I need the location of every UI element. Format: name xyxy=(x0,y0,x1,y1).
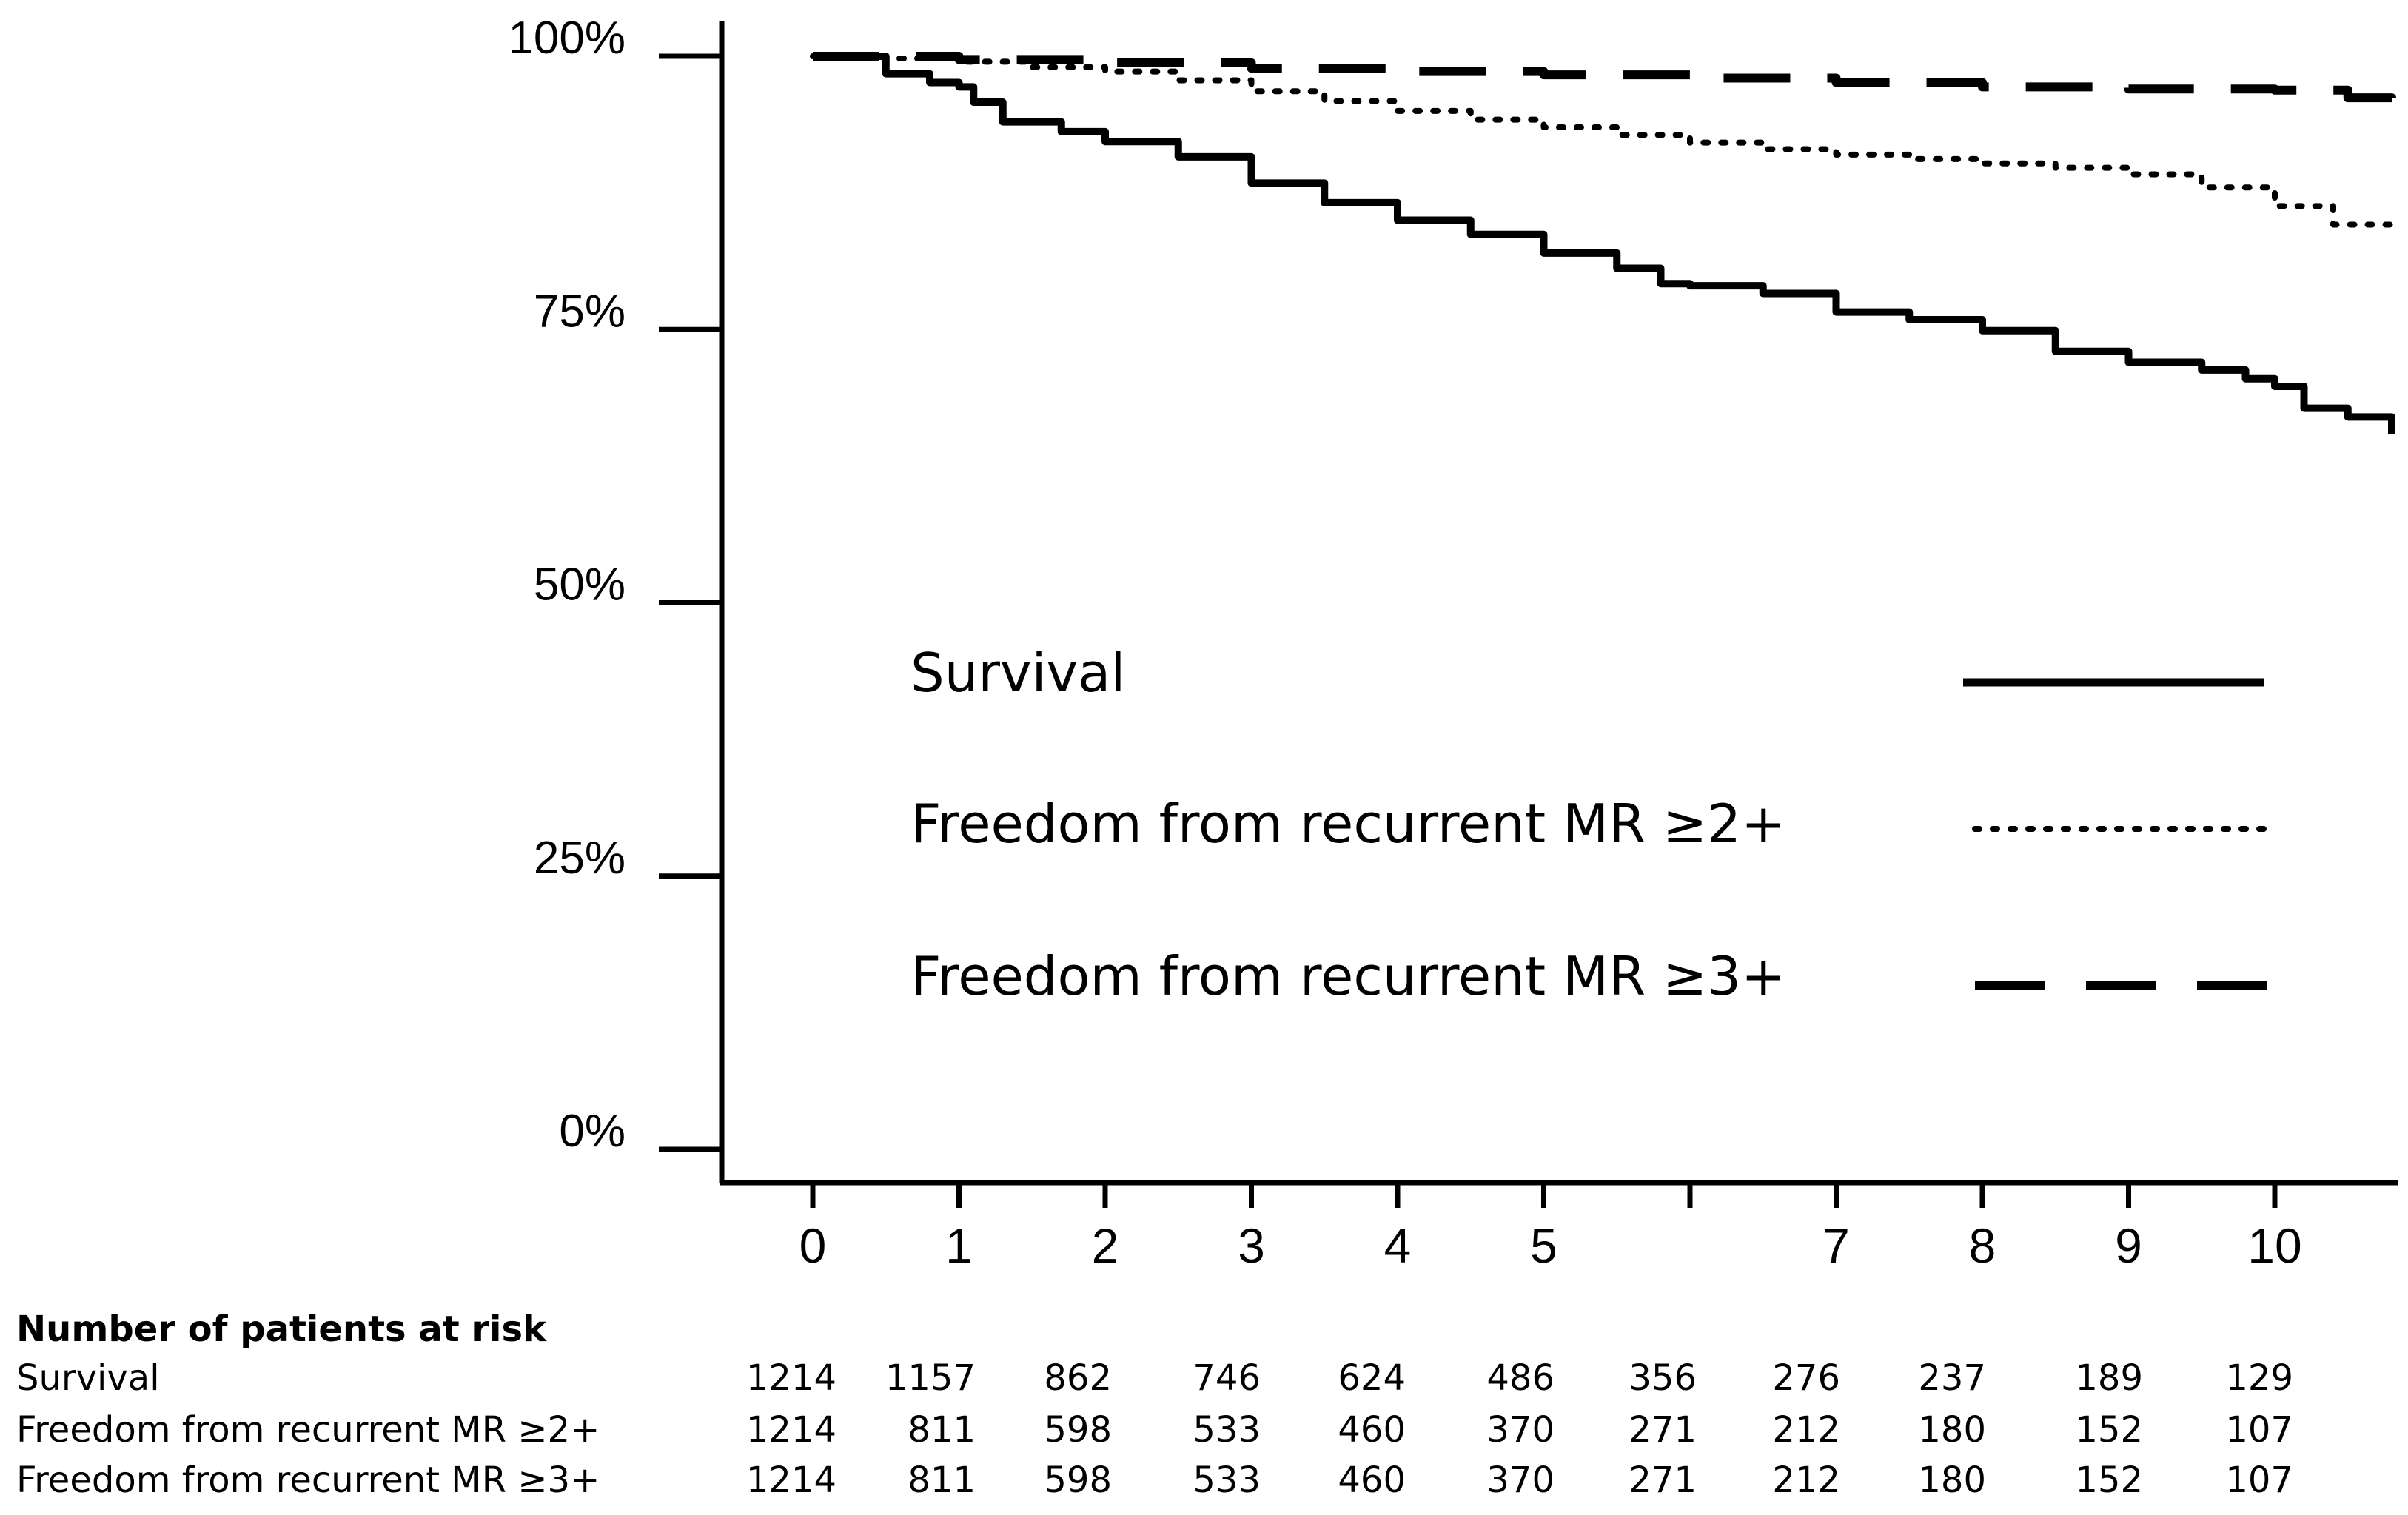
risk-rows: Survival 1214 1157 862 746 624 486 356 276 237 189… xyxy=(16,1357,2293,1501)
y-tick-label: 50% xyxy=(534,560,626,611)
curve-mr2 xyxy=(810,53,2395,237)
risk-cell: 1214 xyxy=(746,1409,836,1451)
risk-cell: 271 xyxy=(1629,1409,1697,1451)
risk-cell: 212 xyxy=(1772,1409,1840,1451)
risk-cell: 356 xyxy=(1629,1357,1697,1399)
x-tick-label: 8 xyxy=(1969,1218,1996,1273)
legend-label-mr3: Freedom from recurrent MR ≥3+ xyxy=(910,945,1785,1007)
risk-cell: 1214 xyxy=(746,1357,836,1399)
risk-cell: 1214 xyxy=(746,1459,836,1501)
risk-cell: 212 xyxy=(1772,1459,1840,1501)
curve-survival xyxy=(813,53,2395,435)
risk-cell: 129 xyxy=(2225,1357,2293,1399)
x-tick-label: 5 xyxy=(1530,1218,1557,1273)
x-tick-label: 3 xyxy=(1238,1218,1265,1273)
x-tick-label: 2 xyxy=(1092,1218,1119,1273)
legend-label-mr2: Freedom from recurrent MR ≥2+ xyxy=(910,793,1785,855)
risk-cell: 624 xyxy=(1338,1357,1406,1399)
y-ticks: 0% 25% 50% 75% 100% xyxy=(508,13,722,1157)
curves xyxy=(810,52,2396,435)
risk-cell: 460 xyxy=(1338,1409,1406,1451)
risk-cell: 276 xyxy=(1772,1357,1840,1399)
x-tick-label: 9 xyxy=(2115,1218,2142,1273)
x-ticks: 0 1 2 3 4 5 7 8 9 10 xyxy=(799,1183,2302,1273)
risk-cell: 1157 xyxy=(885,1357,976,1399)
x-tick-label: 1 xyxy=(945,1218,973,1273)
risk-cell: 180 xyxy=(1918,1409,1986,1451)
risk-table: Number of patients at risk Survival 1214 1… xyxy=(16,1309,2293,1501)
risk-cell: 598 xyxy=(1044,1409,1112,1451)
x-tick-label: 7 xyxy=(1822,1218,1850,1273)
risk-cell: 811 xyxy=(908,1459,976,1501)
risk-cell: 107 xyxy=(2225,1409,2293,1451)
y-tick-label: 75% xyxy=(534,286,626,337)
risk-table-title: Number of patients at risk xyxy=(16,1309,547,1350)
risk-cell: 533 xyxy=(1193,1459,1261,1501)
risk-cell: 811 xyxy=(908,1409,976,1451)
x-tick-label: 0 xyxy=(799,1218,827,1273)
y-tick-label: 100% xyxy=(508,13,626,64)
risk-cell: 237 xyxy=(1918,1357,1986,1399)
risk-cell: 370 xyxy=(1486,1409,1555,1451)
risk-cell: 598 xyxy=(1044,1459,1112,1501)
risk-cell: 460 xyxy=(1338,1459,1406,1501)
risk-cell: 189 xyxy=(2075,1357,2143,1399)
legend-label-survival: Survival xyxy=(910,642,1125,704)
y-tick-label: 0% xyxy=(559,1106,626,1157)
axes xyxy=(719,21,2398,1186)
risk-cell: 370 xyxy=(1486,1459,1555,1501)
curve-mr3 xyxy=(813,52,2396,106)
risk-cell: 152 xyxy=(2075,1409,2143,1451)
x-tick-label: 10 xyxy=(2247,1218,2301,1273)
risk-cell: 746 xyxy=(1193,1357,1261,1399)
risk-cell: 107 xyxy=(2225,1459,2293,1501)
risk-cell: 862 xyxy=(1044,1357,1112,1399)
risk-cell: 271 xyxy=(1629,1459,1697,1501)
risk-row-label: Survival xyxy=(16,1357,160,1399)
x-tick-label: 4 xyxy=(1384,1218,1412,1273)
risk-cell: 152 xyxy=(2075,1459,2143,1501)
y-tick-label: 25% xyxy=(534,833,626,884)
risk-row-label: Freedom from recurrent MR ≥2+ xyxy=(16,1409,600,1451)
risk-cell: 486 xyxy=(1486,1357,1555,1399)
risk-cell: 533 xyxy=(1193,1409,1261,1451)
legend: Survival Freedom from recurrent MR ≥2+ F… xyxy=(910,642,2276,1007)
risk-row-label: Freedom from recurrent MR ≥3+ xyxy=(16,1459,600,1501)
risk-cell: 180 xyxy=(1918,1459,1986,1501)
